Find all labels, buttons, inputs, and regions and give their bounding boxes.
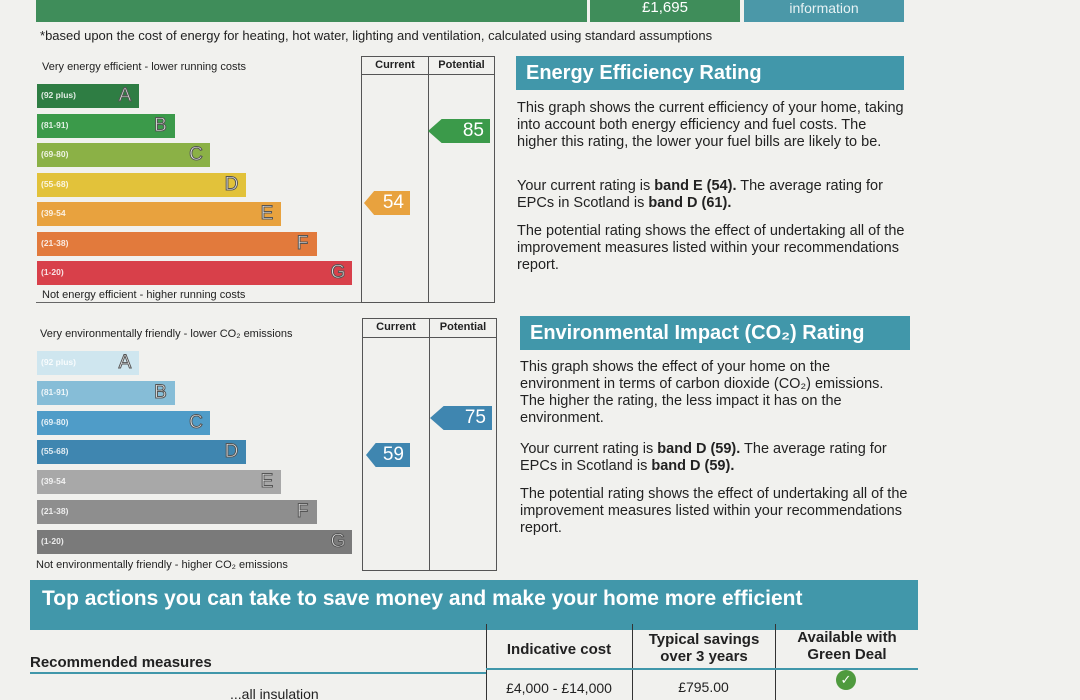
check-circle-icon: ✓ — [836, 670, 856, 690]
table-divider-3 — [775, 624, 776, 700]
env-band-g: (1-20) G — [37, 529, 352, 554]
env-band-e: (39-54 E — [37, 470, 281, 495]
energy-band-range: (81-91) — [41, 119, 69, 130]
energy-band-letter: A — [118, 85, 132, 107]
env-band-letter: B — [154, 381, 168, 403]
row1-measure: ...all insulation — [230, 686, 319, 700]
env-band-b: (81-91) B — [37, 380, 175, 405]
energy-panel-title: Energy Efficiency Rating — [516, 56, 904, 90]
energy-band-g: (1-20) G — [37, 261, 352, 285]
energy-p2-mid: The average rating for EPCs in Scotland … — [517, 178, 883, 211]
env-band-letter: G — [330, 530, 346, 552]
savings-amount: £1,695 — [590, 0, 740, 22]
col-indicative-cost: Indicative cost — [506, 641, 612, 658]
table-divider-1 — [486, 624, 487, 700]
energy-band-letter: E — [260, 203, 274, 225]
env-bottom-label: Not environmentally friendly - higher CO… — [36, 559, 288, 571]
env-panel-p1: This graph shows the effect of your home… — [520, 359, 884, 426]
env-panel-title: Environmental Impact (CO₂) Rating — [520, 316, 910, 350]
env-col-potential: Potential — [439, 321, 487, 333]
energy-band-c: (69-80) C — [37, 143, 210, 167]
energy-band-range: (92 plus) — [41, 90, 76, 100]
row1-savings: £795.00 — [678, 679, 729, 695]
energy-panel-p1: This graph shows the current efficiency … — [517, 100, 904, 150]
energy-band-range: (39-54 — [41, 208, 66, 218]
env-p2-pre: Your current rating is — [520, 441, 658, 457]
energy-col-potential: Potential — [438, 59, 485, 71]
energy-band-range: (55-68) — [41, 178, 69, 189]
energy-chart-baseline — [36, 302, 362, 303]
energy-bottom-label: Not energy efficient - higher running co… — [42, 289, 246, 301]
col-typical-savings: Typical savings over 3 years — [648, 631, 760, 665]
energy-col-divider — [428, 57, 429, 302]
energy-columns: Current Potential — [361, 56, 495, 303]
energy-band-range: (69-80) — [41, 149, 69, 159]
env-panel-p2: Your current rating is band D (59). The … — [520, 441, 910, 475]
energy-band-letter: B — [154, 114, 168, 136]
energy-band-range: (21-38) — [41, 237, 69, 248]
env-current-band: band D (59). — [657, 441, 741, 457]
footnote-text: based upon the cost of energy for heatin… — [45, 28, 713, 43]
env-top-label: Very environmentally friendly - lower CO… — [40, 328, 293, 340]
col-green-deal: Available with Green Deal — [797, 629, 897, 663]
energy-panel-p3: The potential rating shows the effect of… — [517, 223, 905, 273]
footnote: *based upon the cost of energy for heati… — [40, 28, 713, 43]
energy-band-letter: D — [224, 173, 239, 195]
energy-band-letter: F — [296, 232, 309, 254]
savings-bar — [36, 0, 587, 22]
energy-panel-p2: Your current rating is band E (54). The … — [517, 178, 907, 212]
actions-title: Top actions you can take to save money a… — [30, 580, 918, 630]
env-band-letter: A — [118, 352, 132, 374]
table-header-rule-1 — [30, 672, 486, 674]
table-divider-2 — [632, 624, 633, 700]
env-band-range: (81-91) — [41, 386, 69, 397]
env-band-range: (39-54 — [41, 476, 66, 487]
env-average-band: band D (59). — [651, 458, 735, 474]
energy-band-a: (92 plus) A — [37, 84, 139, 108]
env-current-arrow: 59 — [366, 443, 410, 467]
env-panel-p3: The potential rating shows the effect of… — [520, 486, 908, 536]
env-band-a: (92 plus) A — [37, 351, 139, 375]
energy-current-band: band E (54). — [654, 178, 737, 194]
energy-band-letter: C — [189, 144, 204, 166]
env-col-divider — [429, 319, 430, 570]
env-p2-mid: The average rating for EPCs in Scotland … — [520, 441, 887, 474]
energy-potential-arrow: 85 — [428, 119, 490, 143]
energy-p2-pre: Your current rating is — [517, 178, 655, 194]
env-band-range: (1-20) — [41, 535, 64, 546]
table-header-rule-2 — [486, 668, 918, 670]
energy-band-e: (39-54 E — [37, 202, 281, 226]
env-band-range: (69-80) — [41, 416, 69, 427]
env-band-range: (92 plus) — [41, 357, 76, 367]
env-band-f: (21-38) F — [37, 500, 317, 524]
env-band-range: (55-68) — [41, 446, 69, 457]
env-band-letter: C — [189, 411, 204, 433]
env-col-current: Current — [376, 321, 416, 333]
env-columns: Current Potential — [362, 318, 497, 571]
energy-band-b: (81-91) B — [37, 113, 175, 138]
env-band-d: (55-68) D — [37, 440, 246, 465]
energy-band-range: (1-20) — [41, 267, 64, 277]
energy-current-arrow: 54 — [364, 191, 410, 215]
env-band-c: (69-80) C — [37, 410, 210, 435]
energy-band-letter: G — [330, 262, 346, 284]
env-band-letter: D — [224, 441, 239, 463]
row1-cost: £4,000 - £14,000 — [506, 680, 612, 696]
energy-average-band: band D (61). — [648, 195, 732, 211]
env-potential-arrow: 75 — [430, 406, 492, 430]
energy-col-current: Current — [375, 59, 415, 71]
energy-top-label: Very energy efficient - lower running co… — [42, 61, 247, 73]
col-recommended-measures: Recommended measures — [30, 654, 212, 671]
energy-band-d: (55-68) D — [37, 172, 246, 197]
information-tab[interactable]: information — [744, 0, 904, 22]
energy-band-f: (21-38) F — [37, 231, 317, 256]
env-band-letter: E — [260, 471, 274, 493]
env-band-letter: F — [296, 501, 309, 523]
env-band-range: (21-38) — [41, 506, 69, 516]
